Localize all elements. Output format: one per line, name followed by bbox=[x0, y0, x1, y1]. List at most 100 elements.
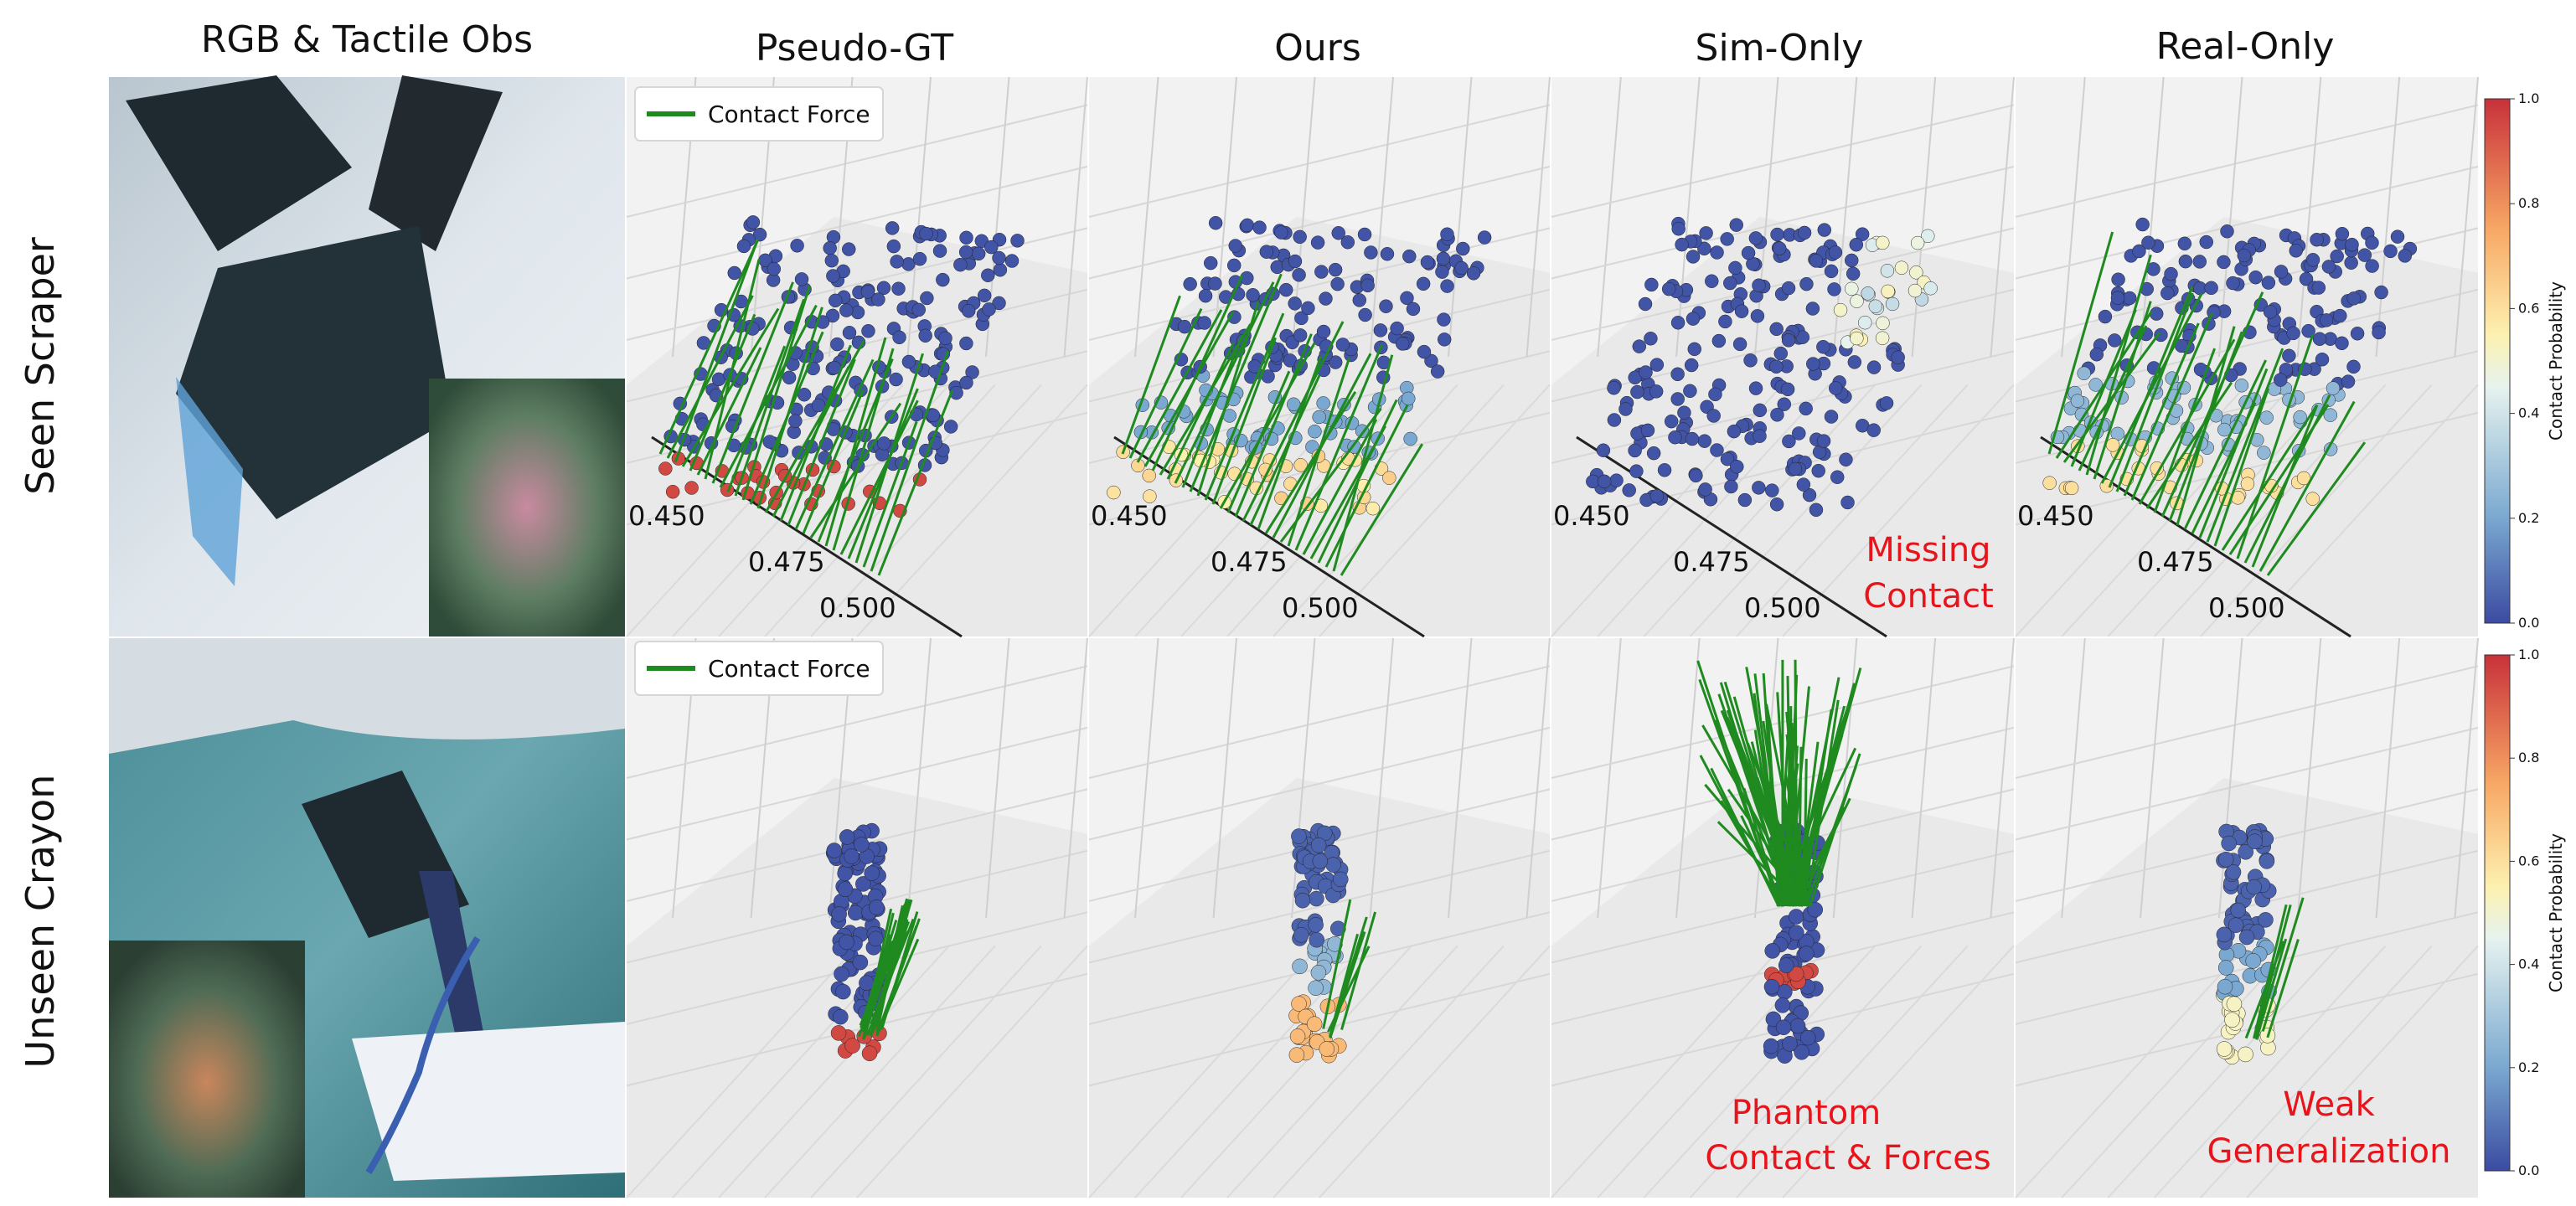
point bbox=[1306, 1016, 1323, 1032]
point bbox=[1687, 342, 1702, 357]
force-arrow bbox=[866, 912, 895, 1026]
point bbox=[1711, 333, 1727, 348]
point bbox=[2247, 833, 2263, 849]
point bbox=[1204, 255, 1218, 271]
point bbox=[1332, 871, 1349, 888]
point bbox=[892, 330, 906, 345]
point bbox=[830, 337, 844, 352]
point bbox=[1586, 474, 1600, 489]
point bbox=[746, 215, 761, 229]
point bbox=[736, 239, 751, 254]
point bbox=[811, 398, 826, 413]
point bbox=[1773, 241, 1787, 255]
force-arrow bbox=[704, 259, 761, 480]
force-arrow bbox=[875, 938, 920, 1037]
point bbox=[1699, 226, 1713, 240]
point bbox=[684, 481, 699, 495]
point bbox=[2326, 381, 2341, 395]
column-title-ours: Ours bbox=[1274, 27, 1361, 70]
point bbox=[1308, 424, 1322, 439]
point bbox=[1778, 957, 1794, 973]
point bbox=[1833, 302, 1848, 317]
point bbox=[1228, 239, 1242, 253]
force-arrow bbox=[2093, 301, 2152, 480]
point bbox=[1782, 1036, 1798, 1052]
point bbox=[1828, 245, 1843, 260]
point bbox=[992, 296, 1006, 311]
colorbar-label: Contact Probability bbox=[2546, 281, 2566, 441]
point bbox=[1797, 225, 1812, 240]
point bbox=[1437, 312, 1451, 327]
point bbox=[1365, 501, 1381, 516]
point bbox=[2310, 233, 2324, 247]
point bbox=[992, 250, 1006, 265]
point bbox=[1824, 264, 1839, 279]
point bbox=[2273, 373, 2288, 387]
point bbox=[1177, 319, 1192, 334]
force-arrow bbox=[1136, 309, 1223, 463]
point bbox=[2372, 325, 2386, 340]
point bbox=[1765, 483, 1779, 497]
point bbox=[1644, 277, 1659, 292]
force-arrow bbox=[802, 389, 865, 534]
point bbox=[2335, 226, 2350, 241]
point bbox=[1671, 222, 1685, 236]
point bbox=[854, 837, 870, 853]
point bbox=[1684, 358, 1699, 373]
point bbox=[839, 829, 855, 845]
point bbox=[2333, 308, 2347, 323]
force-arrow bbox=[2100, 292, 2203, 484]
tactile-image-1 bbox=[429, 379, 625, 636]
force-arrow bbox=[711, 281, 794, 484]
point bbox=[1921, 229, 1935, 244]
point bbox=[842, 242, 856, 256]
force-arrow bbox=[741, 285, 811, 501]
point bbox=[1208, 276, 1222, 291]
point bbox=[1291, 996, 1307, 1012]
point bbox=[1697, 434, 1712, 448]
point bbox=[1330, 276, 1345, 291]
point bbox=[1773, 346, 1789, 361]
point bbox=[1732, 337, 1747, 352]
point bbox=[982, 302, 996, 317]
point bbox=[1328, 262, 1343, 277]
point bbox=[1752, 481, 1766, 495]
point bbox=[782, 370, 797, 385]
point bbox=[2077, 366, 2091, 380]
point bbox=[1294, 892, 1311, 909]
point bbox=[2238, 929, 2255, 946]
panel-crayon-1 bbox=[1088, 637, 1551, 1198]
point bbox=[1708, 387, 1722, 402]
force-arrow bbox=[832, 348, 895, 551]
point bbox=[1698, 482, 1712, 497]
point bbox=[1752, 278, 1766, 292]
point bbox=[1618, 402, 1633, 416]
force-arrow bbox=[1294, 343, 1384, 551]
point bbox=[1402, 391, 1416, 406]
axis-tick: 0.475 bbox=[1673, 546, 1750, 578]
force-arrow bbox=[1151, 275, 1244, 472]
force-arrow bbox=[1219, 342, 1316, 509]
point bbox=[2357, 248, 2372, 262]
point bbox=[1293, 328, 1308, 343]
axis-tick: 0.500 bbox=[1282, 592, 1359, 624]
force-arrow bbox=[734, 298, 806, 497]
point bbox=[1358, 307, 1372, 322]
point bbox=[790, 239, 804, 253]
point bbox=[949, 385, 963, 400]
point bbox=[1781, 281, 1796, 296]
force-arrow bbox=[726, 345, 787, 492]
force-arrow bbox=[1302, 419, 1378, 555]
force-arrow bbox=[2236, 333, 2315, 559]
force-arrow bbox=[2261, 897, 2305, 1032]
point bbox=[2238, 844, 2253, 860]
axis-tick: 0.475 bbox=[1211, 546, 1288, 578]
force-arrow bbox=[862, 420, 918, 568]
force-arrow bbox=[872, 899, 913, 1032]
point bbox=[1406, 302, 1421, 317]
point bbox=[2216, 926, 2233, 943]
force-arrow bbox=[1795, 741, 1820, 907]
point bbox=[1789, 925, 1804, 941]
point bbox=[1849, 237, 1864, 252]
point bbox=[2237, 248, 2252, 263]
